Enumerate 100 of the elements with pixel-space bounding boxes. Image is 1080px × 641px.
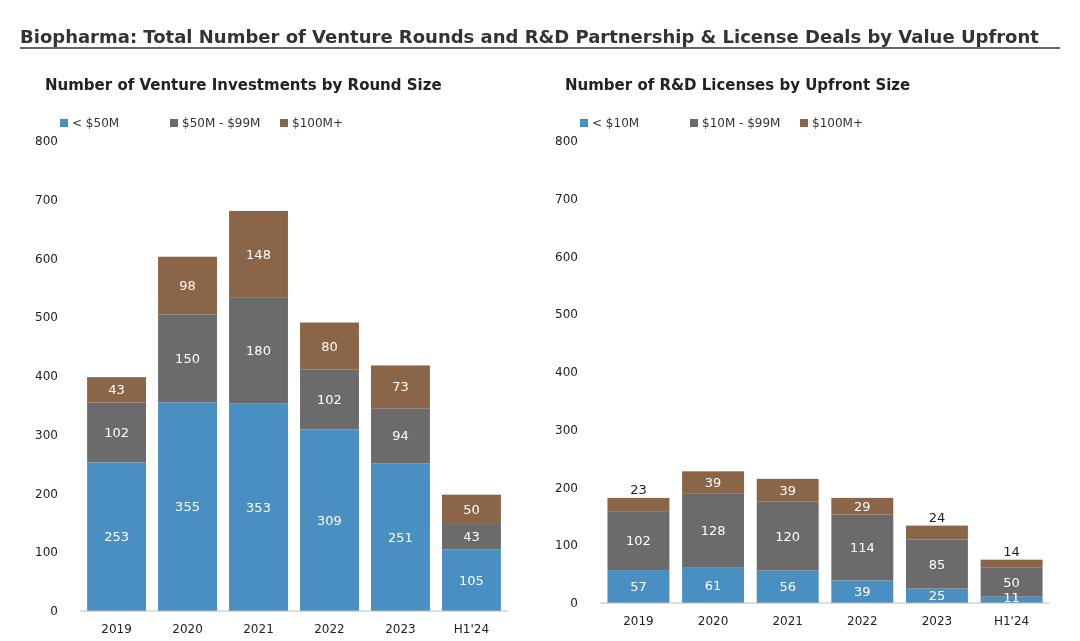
bar — [300, 322, 359, 370]
bar — [831, 514, 894, 581]
data-label: 102 — [626, 533, 651, 549]
y-tick-label: 800 — [35, 134, 58, 149]
data-label: 73 — [392, 379, 409, 395]
data-label: 128 — [700, 523, 726, 539]
x-tick-label: 2019 — [623, 614, 654, 628]
bar — [980, 559, 1043, 568]
legend-label: $10M - $99M — [702, 116, 781, 130]
x-tick-label: H1'24 — [993, 614, 1030, 628]
bar — [756, 478, 819, 502]
legend-label: $50M - $99M — [182, 116, 261, 130]
legend-label: < $10M — [592, 116, 640, 130]
bar — [371, 408, 430, 464]
bar — [229, 210, 288, 298]
y-tick-label: 300 — [35, 427, 58, 442]
y-tick-label: 0 — [50, 604, 58, 619]
data-label: 180 — [246, 343, 271, 359]
data-label: 57 — [630, 579, 647, 595]
data-label: 120 — [775, 528, 801, 544]
bar — [158, 314, 217, 403]
bar — [229, 403, 288, 611]
bar — [607, 570, 670, 603]
data-label: 150 — [175, 350, 200, 366]
data-label: 23 — [630, 481, 647, 497]
x-tick-label: 2023 — [921, 614, 953, 628]
bar — [682, 471, 745, 494]
x-tick-label: 2022 — [314, 622, 345, 636]
data-label: 43 — [463, 529, 480, 545]
bar — [756, 501, 819, 571]
data-label: 11 — [1003, 590, 1020, 605]
bar — [87, 462, 147, 611]
data-label: 56 — [779, 579, 796, 595]
x-tick-label: 2019 — [101, 622, 132, 636]
data-label: 39 — [704, 475, 722, 491]
data-label: 25 — [928, 588, 946, 604]
data-label: 14 — [1003, 543, 1020, 559]
y-tick-label: 500 — [35, 310, 58, 325]
x-tick-label: 2023 — [385, 622, 416, 636]
data-label: 253 — [104, 529, 129, 545]
data-label: 355 — [175, 499, 200, 515]
x-tick-label: 2021 — [772, 614, 803, 628]
data-label: 105 — [459, 572, 484, 588]
bar — [441, 494, 501, 525]
bar — [831, 580, 894, 603]
y-tick-label: 600 — [35, 251, 58, 266]
y-tick-label: 800 — [555, 134, 578, 149]
data-label: 85 — [928, 556, 946, 572]
chart-title: Biopharma: Total Number of Venture Rounds and R&D Partnership & License Deals by Value Upfront — [20, 26, 1040, 47]
bar — [300, 369, 359, 430]
data-label: 61 — [704, 577, 722, 593]
bar — [300, 429, 359, 611]
data-label: 98 — [179, 278, 196, 294]
data-label: 50 — [463, 501, 480, 517]
y-tick-label: 500 — [555, 307, 578, 322]
y-tick-label: 700 — [555, 191, 578, 206]
bar — [682, 493, 745, 568]
bar — [158, 402, 217, 611]
y-tick-label: 100 — [555, 538, 578, 553]
bar — [905, 539, 968, 589]
legend-label: < $50M — [72, 116, 120, 130]
data-label: 102 — [317, 392, 342, 408]
y-tick-label: 400 — [555, 365, 578, 380]
x-tick-label: 2021 — [243, 622, 274, 636]
legend-label: $100M+ — [812, 116, 863, 130]
data-label: 39 — [854, 584, 871, 600]
data-label: 353 — [246, 499, 271, 515]
bar — [441, 524, 501, 550]
y-tick-label: 100 — [35, 545, 58, 560]
data-label: 251 — [388, 529, 413, 545]
data-label: 24 — [928, 509, 946, 525]
x-tick-label: 2020 — [697, 614, 729, 628]
bar — [371, 463, 430, 611]
y-tick-label: 300 — [555, 422, 578, 437]
bar — [229, 297, 288, 404]
y-tick-label: 200 — [35, 486, 58, 501]
data-label: 39 — [779, 482, 796, 498]
y-tick-label: 400 — [35, 369, 58, 384]
bar — [158, 256, 217, 315]
data-label: 50 — [1003, 574, 1020, 590]
bar — [441, 549, 501, 611]
chart-subtitle: Number of R&D Licenses by Upfront Size — [565, 76, 911, 94]
bar — [831, 497, 894, 515]
bar — [905, 525, 968, 540]
data-label: 94 — [392, 428, 409, 444]
bar — [756, 570, 819, 603]
bar — [607, 511, 670, 571]
chart-subtitle: Number of Venture Investments by Round Size — [45, 76, 442, 94]
data-label: 43 — [108, 382, 125, 398]
x-tick-label: 2022 — [847, 614, 878, 628]
y-tick-label: 0 — [570, 596, 578, 611]
bar — [87, 377, 147, 403]
x-tick-label: H1'24 — [453, 622, 490, 636]
data-label: 102 — [104, 424, 129, 440]
data-label: 29 — [854, 498, 871, 514]
data-label: 80 — [321, 338, 338, 354]
bar — [682, 567, 745, 603]
legend-label: $100M+ — [292, 116, 343, 130]
data-label: 148 — [246, 246, 271, 262]
data-label: 114 — [849, 540, 875, 556]
